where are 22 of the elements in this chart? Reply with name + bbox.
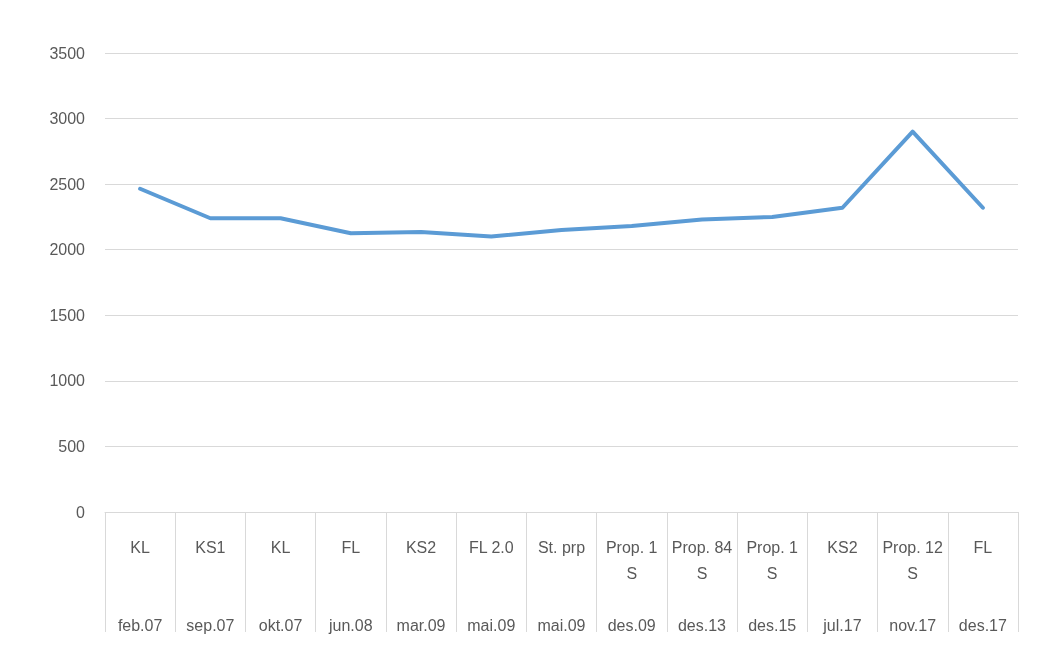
category-label: KS2 jul.17 (823, 538, 862, 634)
category-label: Prop. 84 S des.13 (671, 538, 733, 634)
line-series (138, 129, 985, 239)
y-tick-label: 2000 (49, 241, 86, 259)
category-label: Prop. 1 S des.15 (746, 538, 798, 634)
category-label: KS1 sep.07 (186, 538, 235, 634)
y-tick-label: 0 (76, 503, 86, 521)
y-tick-label: 3000 (49, 110, 86, 128)
y-tick-label: 2500 (49, 175, 86, 193)
category-label: FL 2.0 mai.09 (467, 538, 516, 634)
category-label: St. prp mai.09 (537, 538, 586, 634)
y-tick-label: 1000 (49, 372, 86, 390)
category-label: KL okt.07 (258, 538, 303, 634)
y-tick-label: 500 (58, 437, 86, 455)
category-label: KL feb.07 (117, 538, 163, 634)
category-label: KS2 mar.09 (396, 538, 446, 634)
y-tick-label: 1500 (49, 306, 86, 324)
category-label: Prop. 1 S des.09 (605, 538, 658, 634)
category-label: FL jun.08 (329, 538, 373, 634)
category-label: Prop. 12 S nov.17 (882, 538, 943, 634)
y-tick-label: 3500 (49, 44, 86, 62)
category-label: FL des.17 (958, 538, 1007, 634)
